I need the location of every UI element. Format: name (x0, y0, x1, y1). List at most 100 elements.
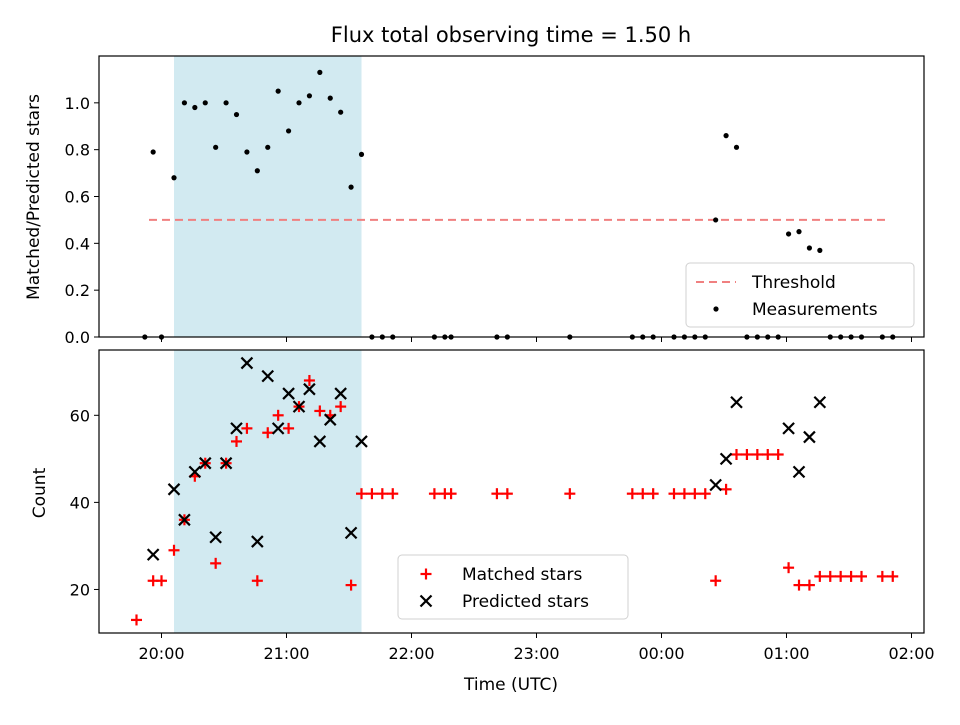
matched-star-point (741, 448, 753, 460)
measurement-point (171, 175, 177, 181)
matched-star-point (356, 488, 367, 500)
predicted-star-point (188, 465, 202, 479)
matched-star-point (772, 448, 784, 460)
legend-predicted-label: Predicted stars (462, 592, 589, 612)
x-tick-label: 21:00 (263, 644, 309, 663)
matched-star-point (845, 570, 857, 582)
x-tick-label: 02:00 (888, 644, 934, 663)
matched-star-point (678, 488, 690, 500)
predicted-star-point (303, 382, 316, 396)
top-y-ticks: 0.0 0.2 0.4 0.6 0.8 1.0 (65, 94, 99, 347)
legend-measurements-swatch (713, 306, 719, 312)
measurement-point (265, 144, 271, 150)
predicted-star-point (334, 387, 347, 400)
legend-measurements-label: Measurements (752, 300, 878, 320)
matched-star-point (156, 575, 167, 587)
predicted-star-point (198, 456, 212, 470)
x-axis-label: Time (UTC) (463, 675, 558, 695)
matched-star-point (131, 614, 142, 626)
predicted-star-point (261, 369, 275, 383)
top-y-axis-label: Matched/Predicted stars (24, 94, 44, 300)
x-tick-label: 01:00 (763, 644, 809, 663)
measurement-point (254, 168, 260, 174)
measurement-point (296, 100, 302, 106)
measurement-point (806, 245, 813, 251)
matched-star-point (491, 488, 503, 500)
legend-threshold-label: Threshold (751, 273, 836, 293)
matched-star-point (793, 579, 805, 591)
matched-star-point (168, 544, 180, 556)
top-axes-frame (98, 55, 925, 338)
bottom-y-axis-label: Count (30, 467, 50, 518)
predicted-star-point (344, 526, 358, 540)
matched-star-point (428, 488, 440, 500)
matched-star-point (283, 422, 295, 434)
y-tick-label: 0.0 (65, 328, 90, 347)
matched-star-point (626, 488, 638, 500)
y-tick-label: 0.4 (65, 234, 90, 253)
bottom-x-ticks: 20:00 21:00 22:00 23:00 00:00 01:00 02:00 (138, 633, 935, 663)
matched-star-point (445, 488, 457, 500)
matched-star-point (689, 488, 701, 500)
measurement-point (244, 149, 250, 155)
measurement-point (275, 88, 281, 94)
predicted-star-point (813, 395, 827, 409)
matched-star-point (814, 570, 826, 582)
matched-star-point (314, 405, 326, 417)
measurement-point (202, 100, 208, 106)
measurement-point (150, 149, 156, 155)
matched-star-point (856, 570, 867, 582)
measurement-point (192, 104, 198, 111)
matched-star-point (272, 409, 284, 421)
y-tick-label: 1.0 (65, 94, 90, 113)
measurement-point (713, 217, 719, 223)
predicted-star-point (313, 435, 327, 448)
measurement-point (733, 144, 740, 150)
matched-star-point (751, 448, 763, 460)
highlight-span-rect (174, 350, 362, 633)
matched-star-point (887, 570, 899, 582)
predicted-star-point (323, 413, 337, 426)
predicted-star-point (803, 430, 816, 444)
matched-star-point (668, 488, 680, 500)
top-highlight-span (174, 56, 362, 337)
matched-star-point (231, 435, 242, 447)
matched-star-point (251, 575, 263, 587)
predicted-star-point (292, 400, 306, 413)
matched-star-point (835, 570, 847, 582)
predicted-star-point (240, 356, 254, 370)
predicted-star-point (730, 395, 743, 409)
matched-star-point (731, 448, 742, 460)
predicted-star-point (709, 478, 722, 492)
matched-star-point (210, 557, 222, 569)
matched-star-point (876, 570, 888, 582)
legend-predicted-swatch (419, 594, 433, 608)
predicted-star-point (146, 548, 160, 561)
predicted-star-point (209, 530, 222, 544)
y-tick-label: 20 (70, 580, 90, 599)
x-tick-label: 22:00 (388, 644, 434, 663)
predicted-star-point (271, 422, 285, 435)
matched-star-point (710, 575, 722, 587)
matched-star-point (762, 448, 774, 460)
bottom-legend: Matched stars Predicted stars (397, 554, 629, 620)
legend-matched-label: Matched stars (462, 565, 582, 585)
matched-star-point (376, 488, 388, 500)
predicted-star-point (782, 422, 795, 435)
y-tick-label: 0.2 (65, 281, 90, 300)
predicted-star-point (792, 465, 806, 479)
predicted-star-point (719, 452, 733, 466)
matched-star-point (501, 488, 513, 500)
matched-star-point (699, 488, 711, 500)
legend-box (397, 554, 629, 620)
predicted-star-point (167, 483, 181, 496)
highlight-span-rect (174, 56, 362, 337)
measurement-point (223, 100, 229, 106)
predicted-star-point (355, 435, 368, 448)
matched-star-point (241, 422, 253, 434)
measurement-point (285, 128, 292, 134)
measurement-point (723, 133, 729, 139)
bottom-predicted-series (146, 356, 827, 561)
matched-star-point (262, 427, 274, 439)
measurement-point (213, 144, 219, 150)
